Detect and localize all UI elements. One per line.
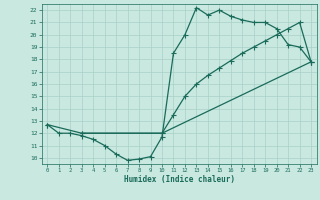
X-axis label: Humidex (Indice chaleur): Humidex (Indice chaleur): [124, 175, 235, 184]
